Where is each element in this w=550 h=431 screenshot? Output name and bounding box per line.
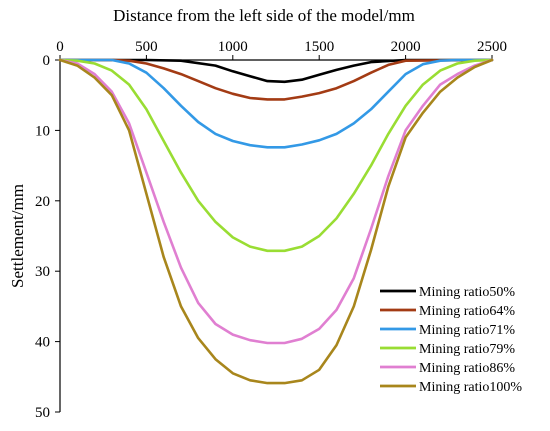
y-tick-label: 50 [35,405,50,421]
y-axis-label: Settlement/mm [8,184,27,288]
series-line-2 [58,58,494,101]
series-line-6 [58,58,494,385]
x-axis-label: Distance from the left side of the model… [113,6,415,25]
legend-label: Mining ratio100% [419,380,522,395]
axes: 0 500 1000 1500 2000 2500 0 10 20 30 40 50 [35,39,507,421]
y-tick-label: 10 [35,123,50,139]
series-layer [58,58,494,385]
legend-label: Mining ratio79% [419,342,515,357]
legend-label: Mining ratio86% [419,361,515,376]
x-tick-label: 0 [56,39,64,55]
x-tick-label: 500 [135,39,158,55]
series-line-5 [58,58,494,345]
x-tick-label: 2000 [391,39,421,55]
series-line-4 [58,58,494,253]
series-line-3 [58,58,494,149]
series-line-1 [58,58,494,84]
y-tick-label: 30 [35,264,50,280]
legend-label: Mining ratio64% [419,304,515,319]
y-tick-label: 40 [35,335,50,351]
legend-label: Mining ratio50% [419,285,515,300]
y-tick-label: 20 [35,194,50,210]
x-tick-label: 1000 [218,39,248,55]
y-tick-label: 0 [43,53,51,69]
legend: Mining ratio50% Mining ratio64% Mining rat… [380,285,522,395]
x-tick-label: 1500 [304,39,334,55]
x-tick-label: 2500 [477,39,507,55]
legend-label: Mining ratio71% [419,323,515,338]
